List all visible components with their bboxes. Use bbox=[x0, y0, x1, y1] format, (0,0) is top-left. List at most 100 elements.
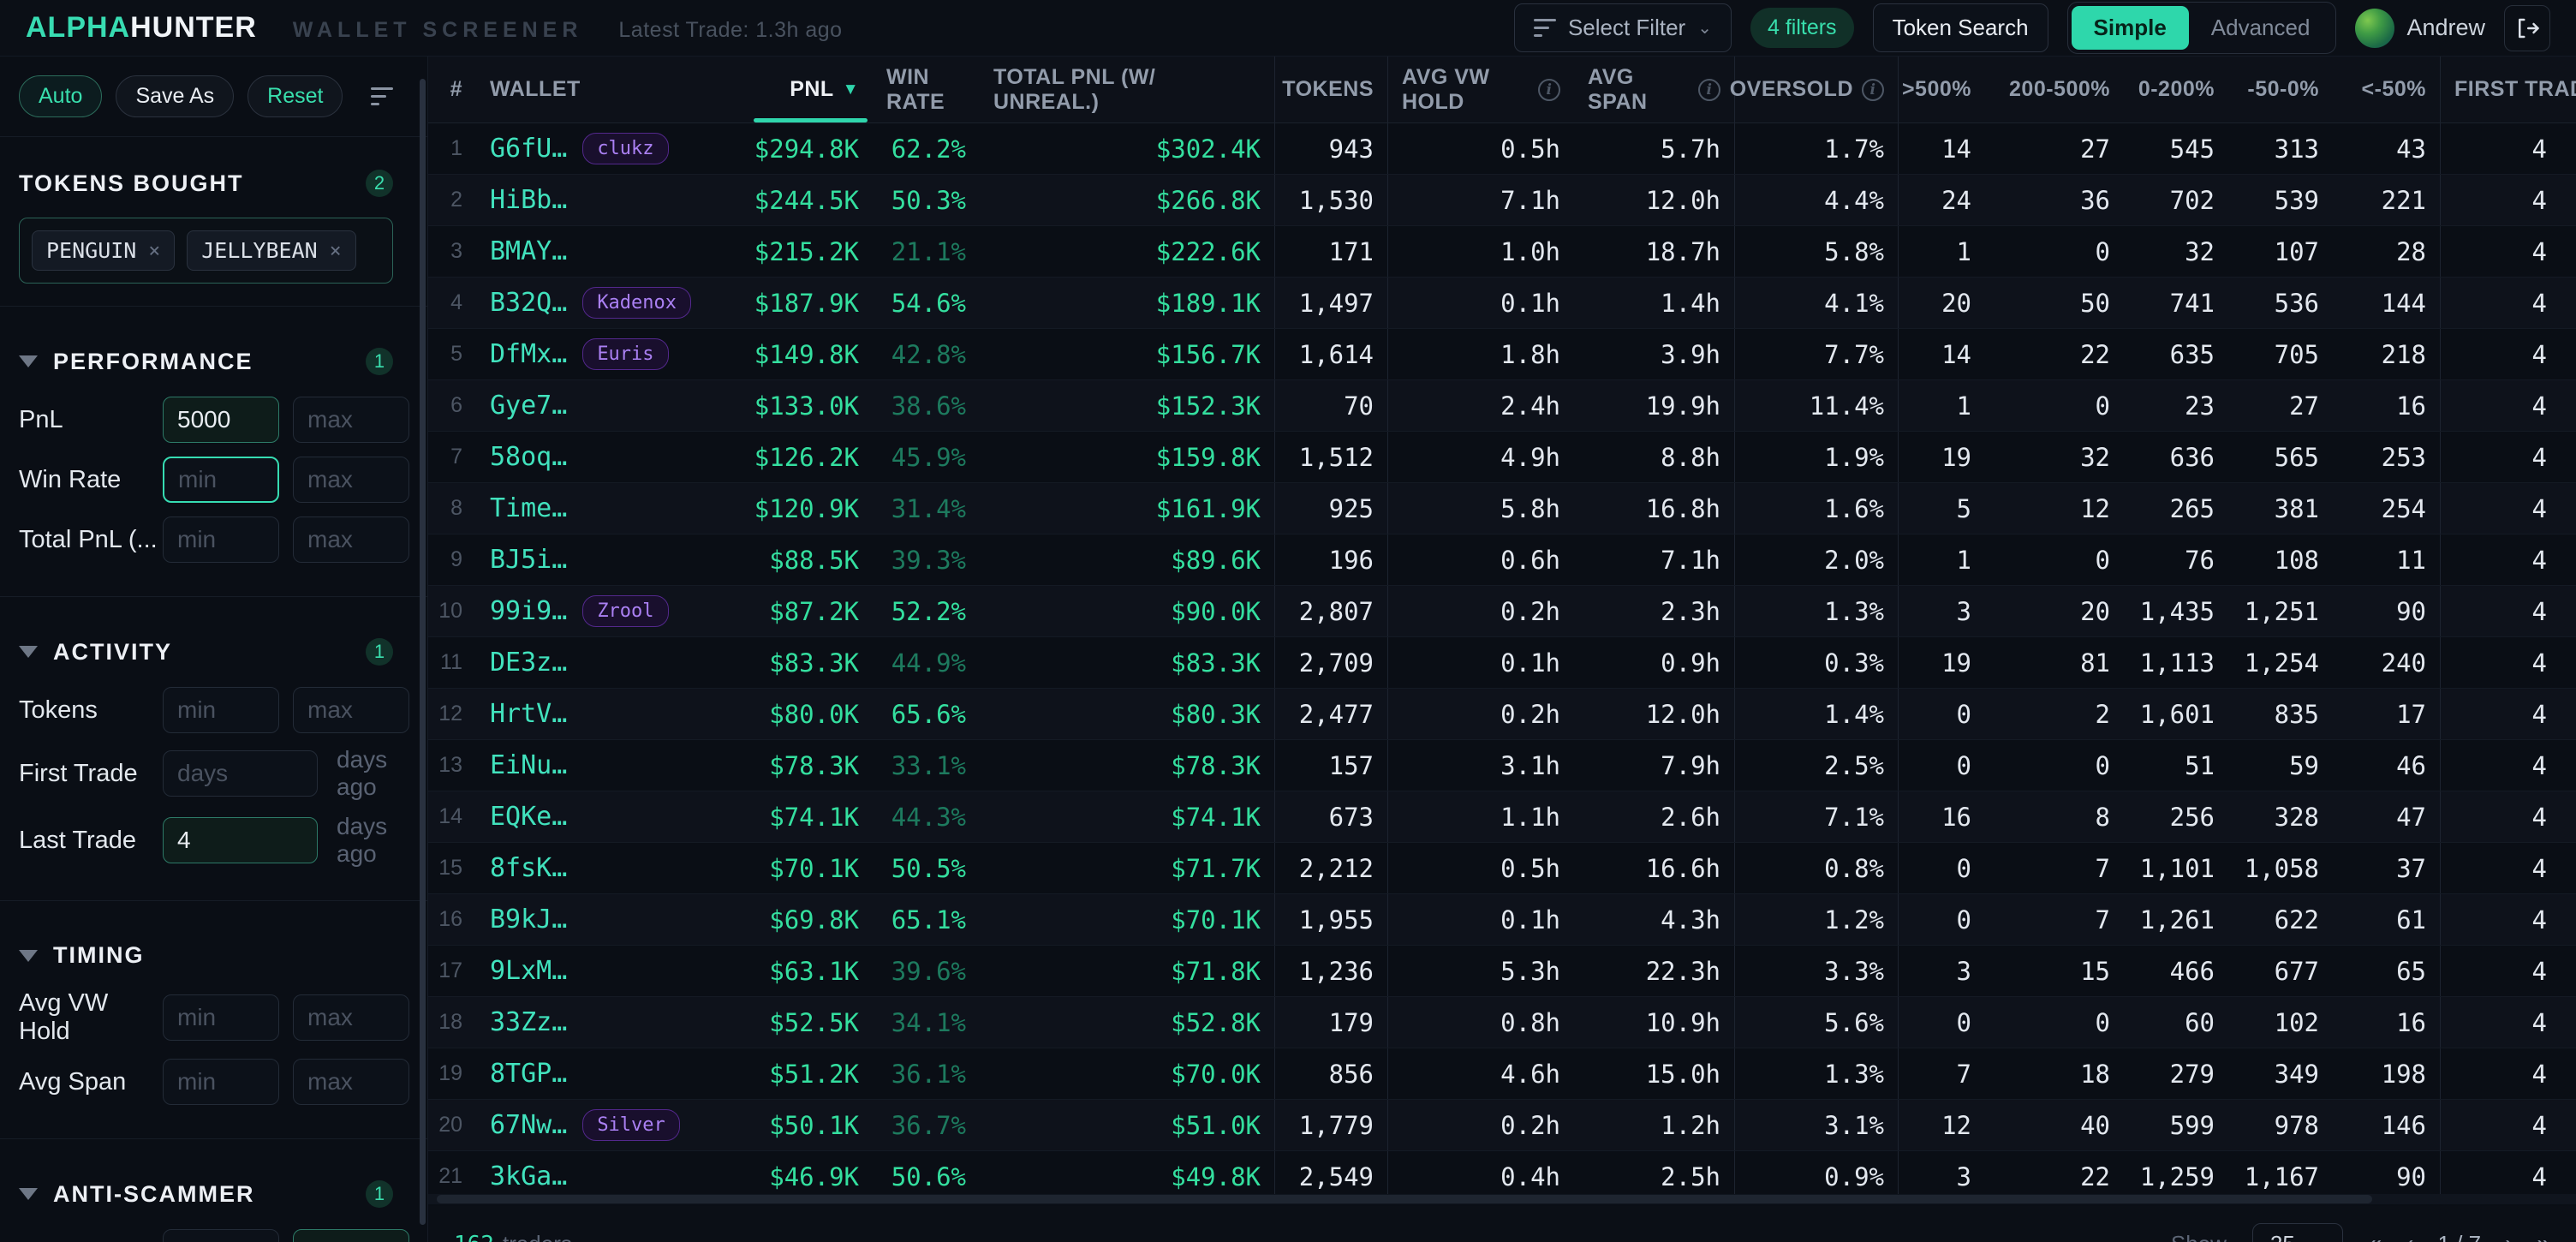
wallet-address-link[interactable]: 8fsK… bbox=[490, 853, 568, 883]
wallet-address-link[interactable]: 8TGP… bbox=[490, 1059, 568, 1089]
table-row[interactable]: 20 67Nw… Silver $50.1K 36.7% $51.0K 1,779 0.2h 1… bbox=[428, 1100, 2576, 1151]
column-header-avg-span[interactable]: AVG SPAN i bbox=[1574, 57, 1735, 122]
save-as-button[interactable]: Save As bbox=[116, 75, 235, 117]
logout-button[interactable] bbox=[2504, 4, 2550, 51]
avg-vw-hold-max-input[interactable] bbox=[293, 994, 409, 1041]
pnl-min-input[interactable] bbox=[163, 397, 279, 443]
column-header-rank[interactable]: # bbox=[428, 57, 476, 122]
total-pnl-max-input[interactable] bbox=[293, 517, 409, 563]
wallet-address-link[interactable]: B9kJ… bbox=[490, 905, 568, 934]
wallet-address-link[interactable]: 58oq… bbox=[490, 442, 568, 472]
win-rate-min-input[interactable] bbox=[163, 457, 279, 503]
auto-button[interactable]: Auto bbox=[19, 75, 103, 117]
wallet-address-link[interactable]: HrtV… bbox=[490, 699, 568, 729]
table-row[interactable]: 3 BMAY… $215.2K 21.1% $222.6K 171 1.0h 18.7h 5.8… bbox=[428, 226, 2576, 278]
column-header-500[interactable]: >500% bbox=[1899, 57, 1985, 122]
avg-span-max-input[interactable] bbox=[293, 1059, 409, 1105]
pnl-max-input[interactable] bbox=[293, 397, 409, 443]
avg-span-min-input[interactable] bbox=[163, 1059, 279, 1105]
first-page-button[interactable]: « bbox=[2369, 1230, 2382, 1242]
wallet-address-link[interactable]: 33Zz… bbox=[490, 1007, 568, 1037]
table-row[interactable]: 17 9LxM… $63.1K 39.6% $71.8K 1,236 5.3h 22.3h 3.… bbox=[428, 946, 2576, 997]
table-row[interactable]: 14 EQKe… $74.1K 44.3% $74.1K 673 1.1h 2.6h 7.1% 1… bbox=[428, 791, 2576, 843]
table-row[interactable]: 16 B9kJ… $69.8K 65.1% $70.1K 1,955 0.1h 4.3h 1.2… bbox=[428, 894, 2576, 946]
table-row[interactable]: 9 BJ5i… $88.5K 39.3% $89.6K 196 0.6h 7.1h 2.0% 1 0… bbox=[428, 534, 2576, 586]
table-row[interactable]: 8 Time… $120.9K 31.4% $161.9K 925 5.8h 16.8h 1.6… bbox=[428, 483, 2576, 534]
remove-token-icon[interactable]: × bbox=[329, 239, 342, 262]
column-header-pnl[interactable]: PNL ▼ bbox=[748, 57, 873, 122]
column-header-50[interactable]: <-50% bbox=[2333, 57, 2441, 122]
wallet-address-link[interactable]: 3kGa… bbox=[490, 1161, 568, 1191]
win-rate-max-input[interactable] bbox=[293, 457, 409, 503]
wallet-address-link[interactable]: Time… bbox=[490, 493, 568, 523]
table-row[interactable]: 4 B32Q… Kadenox $187.9K 54.6% $189.1K 1,497 0.1… bbox=[428, 278, 2576, 329]
prev-page-button[interactable]: ‹ bbox=[2406, 1230, 2413, 1242]
column-header-oversold[interactable]: OVERSOLD i bbox=[1730, 57, 1899, 122]
wallet-address-link[interactable]: HiBb… bbox=[490, 185, 568, 215]
info-icon[interactable]: i bbox=[1862, 78, 1884, 101]
horizontal-scrollbar[interactable] bbox=[428, 1194, 2576, 1204]
token-search-button[interactable]: Token Search bbox=[1872, 3, 2048, 52]
section-header-timing[interactable]: TIMING bbox=[19, 942, 393, 969]
horizontal-scrollbar-thumb[interactable] bbox=[437, 1195, 2372, 1203]
remove-token-icon[interactable]: × bbox=[148, 239, 161, 262]
table-row[interactable]: 7 58oq… $126.2K 45.9% $159.8K 1,512 4.9h 8.8h 1.… bbox=[428, 432, 2576, 483]
wallet-address-link[interactable]: 67Nw… bbox=[490, 1110, 568, 1140]
table-row[interactable]: 5 DfMx… Euris $149.8K 42.8% $156.7K 1,614 1.8h 3… bbox=[428, 329, 2576, 380]
tokens-min-input[interactable] bbox=[163, 687, 279, 733]
wallet-address-link[interactable]: Gye7… bbox=[490, 391, 568, 421]
wallet-address-link[interactable]: 9LxM… bbox=[490, 956, 568, 986]
info-icon[interactable]: i bbox=[1538, 78, 1560, 101]
user-menu[interactable]: Andrew bbox=[2355, 8, 2485, 48]
table-row[interactable]: 15 8fsK… $70.1K 50.5% $71.7K 2,212 0.5h 16.6h 0.… bbox=[428, 843, 2576, 894]
oversold-min-input[interactable] bbox=[163, 1229, 279, 1242]
table-row[interactable]: 11 DE3z… $83.3K 44.9% $83.3K 2,709 0.1h 0.9h 0.3… bbox=[428, 637, 2576, 689]
wallet-address-link[interactable]: DfMx… bbox=[490, 339, 568, 369]
tokens-bought-input[interactable]: PENGUIN × JELLYBEAN × bbox=[19, 218, 393, 284]
table-row[interactable]: 19 8TGP… $51.2K 36.1% $70.0K 856 4.6h 15.0h 1.3%… bbox=[428, 1048, 2576, 1100]
table-row[interactable]: 6 Gye7… $133.0K 38.6% $152.3K 70 2.4h 19.9h 11.4… bbox=[428, 380, 2576, 432]
mode-simple-button[interactable]: Simple bbox=[2071, 6, 2189, 50]
column-header-wallet[interactable]: WALLET bbox=[476, 57, 748, 122]
oversold-max-input[interactable] bbox=[293, 1229, 409, 1242]
sidebar-scrollbar[interactable] bbox=[420, 79, 426, 1225]
reset-button[interactable]: Reset bbox=[247, 75, 343, 117]
column-header-200-500[interactable]: 200-500% bbox=[1985, 57, 2124, 122]
column-header-total-pnl-w-unreal[interactable]: TOTAL PNL (W/ UNREAL.) bbox=[980, 57, 1275, 122]
table-row[interactable]: 10 99i9… Zrool $87.2K 52.2% $90.0K 2,807 0.2h 2.… bbox=[428, 586, 2576, 637]
section-header-anti-scammer[interactable]: ANTI-SCAMMER 1 bbox=[19, 1180, 393, 1208]
info-icon[interactable]: i bbox=[1698, 78, 1720, 101]
wallet-address-link[interactable]: G6fU… bbox=[490, 134, 568, 164]
section-header-performance[interactable]: PERFORMANCE 1 bbox=[19, 348, 393, 375]
token-chip-jellybean[interactable]: JELLYBEAN × bbox=[187, 230, 356, 271]
wallet-address-link[interactable]: BJ5i… bbox=[490, 545, 568, 575]
table-row[interactable]: 1 G6fU… clukz $294.8K 62.2% $302.4K 943 0.5h 5.7… bbox=[428, 123, 2576, 175]
column-header-tokens[interactable]: TOKENS bbox=[1275, 57, 1388, 122]
section-header-activity[interactable]: ACTIVITY 1 bbox=[19, 638, 393, 666]
avg-vw-hold-min-input[interactable] bbox=[163, 994, 279, 1041]
token-chip-penguin[interactable]: PENGUIN × bbox=[32, 230, 176, 271]
wallet-address-link[interactable]: B32Q… bbox=[490, 288, 568, 318]
mode-advanced-button[interactable]: Advanced bbox=[2210, 15, 2311, 40]
wallet-address-link[interactable]: DE3z… bbox=[490, 648, 568, 678]
wallet-address-link[interactable]: BMAY… bbox=[490, 236, 568, 266]
wallet-address-link[interactable]: EiNu… bbox=[490, 750, 568, 780]
select-filter-dropdown[interactable]: Select Filter ⌄ bbox=[1513, 3, 1732, 52]
page-size-select[interactable]: 25 ⌄ bbox=[2251, 1222, 2343, 1242]
wallet-address-link[interactable]: 99i9… bbox=[490, 596, 568, 626]
table-row[interactable]: 2 HiBb… $244.5K 50.3% $266.8K 1,530 7.1h 12.0h 4… bbox=[428, 175, 2576, 226]
first-trade-input[interactable] bbox=[163, 750, 318, 797]
column-header-avg-vw-hold[interactable]: AVG VW HOLD i bbox=[1388, 57, 1574, 122]
column-header-0-200[interactable]: 0-200% bbox=[2124, 57, 2228, 122]
column-header-50-0[interactable]: -50-0% bbox=[2228, 57, 2333, 122]
next-page-button[interactable]: › bbox=[2505, 1230, 2513, 1242]
column-header-first-trade[interactable]: FIRST TRADE bbox=[2441, 57, 2576, 122]
active-filters-badge[interactable]: 4 filters bbox=[1750, 8, 1854, 48]
tokens-max-input[interactable] bbox=[293, 687, 409, 733]
wallet-address-link[interactable]: EQKe… bbox=[490, 802, 568, 832]
table-row[interactable]: 13 EiNu… $78.3K 33.1% $78.3K 157 3.1h 7.9h 2.5% 0… bbox=[428, 740, 2576, 791]
table-row[interactable]: 21 3kGa… $46.9K 50.6% $49.8K 2,549 0.4h 2.5h 0.9… bbox=[428, 1151, 2576, 1203]
total-pnl-min-input[interactable] bbox=[163, 517, 279, 563]
table-row[interactable]: 12 HrtV… $80.0K 65.6% $80.3K 2,477 0.2h 12.0h 1.… bbox=[428, 689, 2576, 740]
last-trade-input[interactable] bbox=[163, 817, 318, 863]
